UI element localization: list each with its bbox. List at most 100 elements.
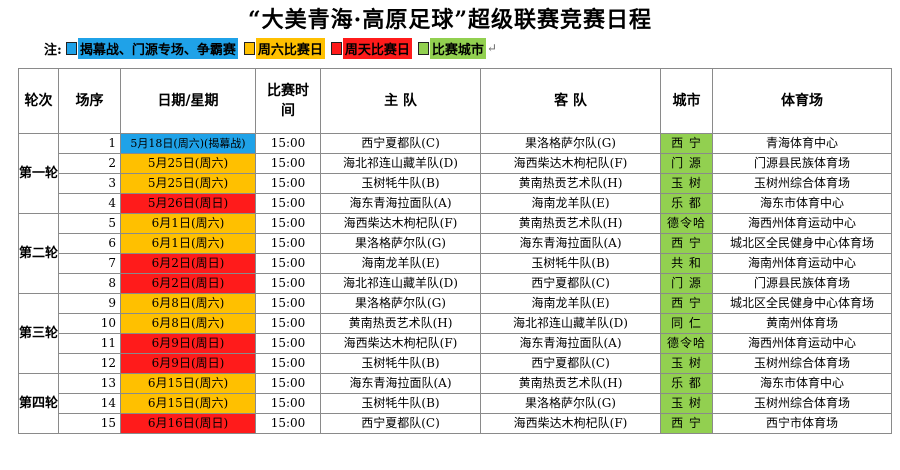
venue-cell: 海西州体育运动中心 (712, 213, 892, 234)
table-row: 10 6月8日(周六) 15:00 黄南热贡艺术队(H) 海北祁连山藏羊队(D) 同 仁黄… (19, 313, 892, 334)
away-team-cell: 海东青海拉面队(A) (480, 333, 661, 354)
venue-cell: 海西州体育运动中心 (712, 333, 892, 354)
home-team-cell: 西宁夏都队(C) (320, 133, 481, 154)
away-team-cell: 海南龙羊队(E) (480, 293, 661, 314)
seq-cell: 6 (58, 233, 121, 254)
date-cell: 6月2日(周日) (120, 273, 256, 294)
seq-cell: 1 (58, 133, 121, 154)
seq-cell: 12 (58, 353, 121, 374)
seq-cell: 10 (58, 313, 121, 334)
col-header-home: 主 队 (320, 68, 481, 134)
col-header-away: 客 队 (480, 68, 661, 134)
home-team-cell: 海北祁连山藏羊队(D) (320, 153, 481, 174)
legend: 注: 揭幕战、门源专场、争霸赛 周六比赛日 周天比赛日 比赛城市 ↵ (44, 37, 503, 59)
time-cell: 15:00 (255, 273, 321, 294)
legend-text: 周天比赛日 (342, 37, 412, 59)
col-header-date: 日期/星期 (120, 68, 256, 134)
table-row: 12 6月9日(周日) 15:00 玉树牦牛队(B) 西宁夏都队(C) 玉 树玉树州综合体… (19, 353, 892, 374)
seq-cell: 14 (58, 393, 121, 414)
time-cell: 15:00 (255, 213, 321, 234)
time-cell: 15:00 (255, 193, 321, 214)
table-row: 3 5月25日(周六) 15:00 玉树牦牛队(B) 黄南热贡艺术队(H) 玉 树玉树州综… (19, 173, 892, 194)
date-cell: 6月9日(周日) (120, 333, 256, 354)
home-team-cell: 玉树牦牛队(B) (320, 173, 481, 194)
table-row: 15 6月16日(周日) 15:00 西宁夏都队(C) 海西柴达木枸杞队(F) 西 宁西宁… (19, 413, 892, 434)
legend-item-opening: 揭幕战、门源专场、争霸赛 (65, 37, 238, 59)
time-cell: 15:00 (255, 173, 321, 194)
table-row: 第二轮 5 6月1日(周六) 15:00 海西柴达木枸杞队(F) 黄南热贡艺术队(H) 德令… (18, 213, 892, 294)
seq-cell: 3 (58, 173, 121, 194)
page-title: “大美青海·高原足球”超级联赛竞赛日程 (248, 7, 652, 33)
home-team-cell: 西宁夏都队(C) (320, 413, 481, 434)
city-cell: 门 源 (660, 153, 713, 174)
venue-cell: 玉树州综合体育场 (712, 393, 892, 414)
table-row: 第四轮 13 6月15日(周六) 15:00 海东青海拉面队(A) 黄南热贡艺术队(H) 乐… (18, 373, 892, 434)
venue-cell: 城北区全民健身中心体育场 (712, 293, 892, 314)
time-cell: 15:00 (255, 233, 321, 254)
legend-swatch-orange (243, 41, 255, 55)
date-cell: 5月26日(周日) (120, 193, 256, 214)
city-cell: 西 宁 (660, 413, 713, 434)
return-mark-icon: ↵ (486, 41, 497, 55)
home-team-cell: 果洛格萨尔队(G) (320, 233, 481, 254)
time-cell: 15:00 (255, 353, 321, 374)
away-team-cell: 果洛格萨尔队(G) (480, 133, 661, 154)
away-team-cell: 海西柴达木枸杞队(F) (480, 153, 661, 174)
city-cell: 德令哈 (660, 213, 713, 234)
home-team-cell: 海北祁连山藏羊队(D) (320, 273, 481, 294)
seq-cell: 4 (58, 193, 121, 214)
home-team-cell: 黄南热贡艺术队(H) (320, 313, 481, 334)
venue-cell: 海东市体育中心 (712, 373, 892, 394)
venue-cell: 青海体育中心 (712, 133, 892, 154)
round-cell: 第三轮 (18, 293, 59, 374)
time-cell: 15:00 (255, 253, 321, 274)
time-cell: 15:00 (255, 293, 321, 314)
away-team-cell: 玉树牦牛队(B) (480, 253, 661, 274)
time-cell: 15:00 (255, 413, 321, 434)
venue-cell: 玉树州综合体育场 (712, 173, 892, 194)
away-team-cell: 海西柴达木枸杞队(F) (480, 413, 661, 434)
table-row: 8 6月2日(周日) 15:00 海北祁连山藏羊队(D) 西宁夏都队(C) 门 源门源县民… (19, 273, 892, 294)
date-cell: 5月25日(周六) (120, 153, 256, 174)
city-cell: 乐 都 (660, 373, 713, 394)
time-cell: 15:00 (255, 313, 321, 334)
table-row: 第一轮 1 5月18日(周六)(揭幕战) 15:00 西宁夏都队(C) 果洛格萨尔队(G)… (18, 133, 892, 214)
date-cell: 6月15日(周六) (120, 393, 256, 414)
date-cell: 6月2日(周日) (120, 253, 256, 274)
city-cell: 乐 都 (660, 193, 713, 214)
city-cell: 玉 树 (660, 353, 713, 374)
legend-item-saturday: 周六比赛日 (243, 37, 325, 59)
venue-cell: 门源县民族体育场 (712, 153, 892, 174)
seq-cell: 15 (58, 413, 121, 434)
table-row: 11 6月9日(周日) 15:00 海西柴达木枸杞队(F) 海东青海拉面队(A) 德令哈海… (19, 333, 892, 354)
seq-cell: 2 (58, 153, 121, 174)
away-team-cell: 黄南热贡艺术队(H) (480, 213, 661, 234)
table-row: 第三轮 9 6月8日(周六) 15:00 果洛格萨尔队(G) 海南龙羊队(E) 西 宁城北区… (18, 293, 892, 374)
away-team-cell: 黄南热贡艺术队(H) (480, 173, 661, 194)
date-cell: 5月25日(周六) (120, 173, 256, 194)
table-row: 14 6月15日(周六) 15:00 玉树牦牛队(B) 果洛格萨尔队(G) 玉 树玉树州综… (19, 393, 892, 414)
away-team-cell: 海北祁连山藏羊队(D) (480, 313, 661, 334)
city-cell: 玉 树 (660, 173, 713, 194)
seq-cell: 13 (58, 373, 121, 394)
city-cell: 西 宁 (660, 233, 713, 254)
venue-cell: 西宁市体育场 (712, 413, 892, 434)
city-cell: 西 宁 (660, 133, 713, 154)
date-cell: 6月15日(周六) (120, 373, 256, 394)
table-row: 7 6月2日(周日) 15:00 海南龙羊队(E) 玉树牦牛队(B) 共 和海南州体育运动… (19, 253, 892, 274)
city-cell: 西 宁 (660, 293, 713, 314)
seq-cell: 9 (58, 293, 121, 314)
table-row: 6 6月1日(周六) 15:00 果洛格萨尔队(G) 海东青海拉面队(A) 西 宁城北区全… (19, 233, 892, 254)
table-header-row: 轮次 场序 日期/星期 比赛时间 主 队 客 队 城市 体育场 (18, 68, 892, 134)
city-cell: 门 源 (660, 273, 713, 294)
home-team-cell: 玉树牦牛队(B) (320, 393, 481, 414)
home-team-cell: 海东青海拉面队(A) (320, 193, 481, 214)
table-row: 2 5月25日(周六) 15:00 海北祁连山藏羊队(D) 海西柴达木枸杞队(F) 门 源… (19, 153, 892, 174)
col-header-city: 城市 (660, 68, 713, 134)
city-cell: 德令哈 (660, 333, 713, 354)
venue-cell: 黄南州体育场 (712, 313, 892, 334)
away-team-cell: 西宁夏都队(C) (480, 273, 661, 294)
time-cell: 15:00 (255, 373, 321, 394)
date-cell: 6月8日(周六) (120, 313, 256, 334)
city-cell: 同 仁 (660, 313, 713, 334)
